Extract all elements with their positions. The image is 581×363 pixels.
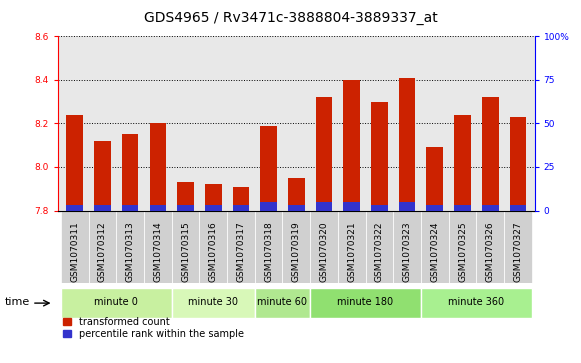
Text: minute 360: minute 360 xyxy=(449,297,504,307)
Text: GSM1070324: GSM1070324 xyxy=(431,221,439,282)
Text: GSM1070325: GSM1070325 xyxy=(458,221,467,282)
Bar xyxy=(510,117,526,211)
Text: GSM1070311: GSM1070311 xyxy=(70,221,79,282)
Bar xyxy=(122,205,138,211)
Bar xyxy=(149,205,166,211)
Bar xyxy=(399,78,415,211)
Text: GSM1070318: GSM1070318 xyxy=(264,221,273,282)
Bar xyxy=(282,211,310,283)
Bar xyxy=(288,178,304,211)
Text: GSM1070322: GSM1070322 xyxy=(375,221,384,282)
Bar xyxy=(66,115,83,211)
Bar xyxy=(371,102,388,211)
Bar xyxy=(61,211,88,283)
Bar xyxy=(482,205,498,211)
Bar xyxy=(315,97,332,211)
Bar xyxy=(149,123,166,211)
Text: GSM1070320: GSM1070320 xyxy=(320,221,328,282)
Bar xyxy=(116,211,144,283)
Bar xyxy=(371,205,388,211)
Bar xyxy=(122,134,138,211)
Bar xyxy=(205,205,221,211)
Bar xyxy=(288,205,304,211)
Bar xyxy=(421,288,532,318)
Text: GSM1070319: GSM1070319 xyxy=(292,221,301,282)
Text: GSM1070312: GSM1070312 xyxy=(98,221,107,282)
Bar xyxy=(232,187,249,211)
Bar xyxy=(232,205,249,211)
Legend: transformed count, percentile rank within the sample: transformed count, percentile rank withi… xyxy=(63,317,243,339)
Text: GSM1070315: GSM1070315 xyxy=(181,221,190,282)
Bar xyxy=(144,211,171,283)
Bar xyxy=(61,288,171,318)
Bar xyxy=(393,211,421,283)
Bar xyxy=(94,205,111,211)
Text: GDS4965 / Rv3471c-3888804-3889337_at: GDS4965 / Rv3471c-3888804-3889337_at xyxy=(144,11,437,25)
Bar xyxy=(227,211,254,283)
Bar xyxy=(177,205,194,211)
Text: GSM1070323: GSM1070323 xyxy=(403,221,411,282)
Bar xyxy=(254,211,282,283)
Bar xyxy=(421,211,449,283)
Bar xyxy=(449,211,476,283)
Bar xyxy=(310,288,421,318)
Bar xyxy=(482,97,498,211)
Bar xyxy=(315,202,332,211)
Bar xyxy=(343,80,360,211)
Bar xyxy=(94,141,111,211)
Bar xyxy=(338,211,365,283)
Text: GSM1070313: GSM1070313 xyxy=(125,221,135,282)
Bar xyxy=(426,205,443,211)
Bar xyxy=(260,126,277,211)
Text: GSM1070317: GSM1070317 xyxy=(236,221,245,282)
Bar xyxy=(177,182,194,211)
Text: minute 60: minute 60 xyxy=(257,297,307,307)
Bar xyxy=(476,211,504,283)
Bar xyxy=(426,147,443,211)
Bar xyxy=(454,205,471,211)
Bar xyxy=(171,211,199,283)
Text: GSM1070314: GSM1070314 xyxy=(153,221,162,282)
Bar xyxy=(254,288,310,318)
Bar xyxy=(510,205,526,211)
Text: GSM1070316: GSM1070316 xyxy=(209,221,218,282)
Text: GSM1070327: GSM1070327 xyxy=(514,221,522,282)
Text: minute 180: minute 180 xyxy=(338,297,393,307)
Bar xyxy=(399,202,415,211)
Bar xyxy=(199,211,227,283)
Bar xyxy=(66,205,83,211)
Text: minute 0: minute 0 xyxy=(94,297,138,307)
Bar xyxy=(171,288,254,318)
Bar xyxy=(365,211,393,283)
Bar xyxy=(454,115,471,211)
Bar xyxy=(260,202,277,211)
Bar xyxy=(310,211,338,283)
Text: time: time xyxy=(5,297,30,307)
Bar xyxy=(205,184,221,211)
Text: minute 30: minute 30 xyxy=(188,297,238,307)
Bar xyxy=(343,202,360,211)
Text: GSM1070326: GSM1070326 xyxy=(486,221,494,282)
Bar xyxy=(88,211,116,283)
Text: GSM1070321: GSM1070321 xyxy=(347,221,356,282)
Bar xyxy=(504,211,532,283)
